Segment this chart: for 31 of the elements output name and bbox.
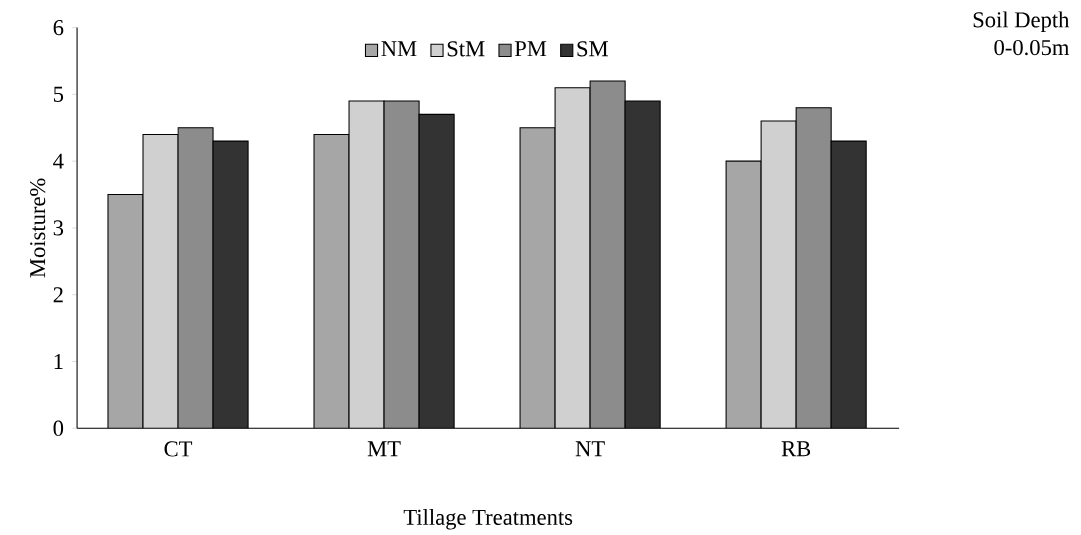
legend-label: NM: [381, 41, 417, 56]
bar: [830, 140, 867, 429]
bar: [760, 120, 797, 429]
x-tick-label: MT: [367, 441, 401, 457]
legend-label: SM: [577, 41, 608, 57]
bar: [555, 87, 591, 429]
bar: [213, 141, 249, 429]
bar: [349, 100, 385, 429]
bar: [520, 127, 556, 429]
bar: [143, 134, 179, 429]
bar: [107, 194, 143, 429]
x-tick-label: NT: [575, 441, 605, 457]
y-tick-label: 4: [53, 153, 64, 169]
text: Soil Depth: [973, 11, 1070, 32]
x-tick-label: RB: [781, 441, 811, 457]
y-tick-label: 1: [54, 353, 63, 369]
x-tick-label: CT: [164, 441, 193, 457]
y-tick-label: 2: [53, 287, 63, 303]
bar: [625, 100, 661, 429]
y-axis-title: Moisture%: [30, 178, 46, 278]
legend-label: StM: [447, 41, 485, 57]
text: 0-0.05m: [994, 39, 1070, 56]
y-tick-label: 5: [53, 86, 64, 102]
x-axis-title: Tillage Treatments: [403, 508, 573, 530]
y-tick-label: 0: [53, 420, 64, 436]
legend-label: PM: [514, 41, 547, 56]
bar: [314, 134, 350, 429]
y-tick-label: 6: [53, 19, 64, 36]
bar: [725, 160, 762, 429]
bar: [419, 114, 455, 429]
y-tick-label: 3: [53, 220, 64, 236]
